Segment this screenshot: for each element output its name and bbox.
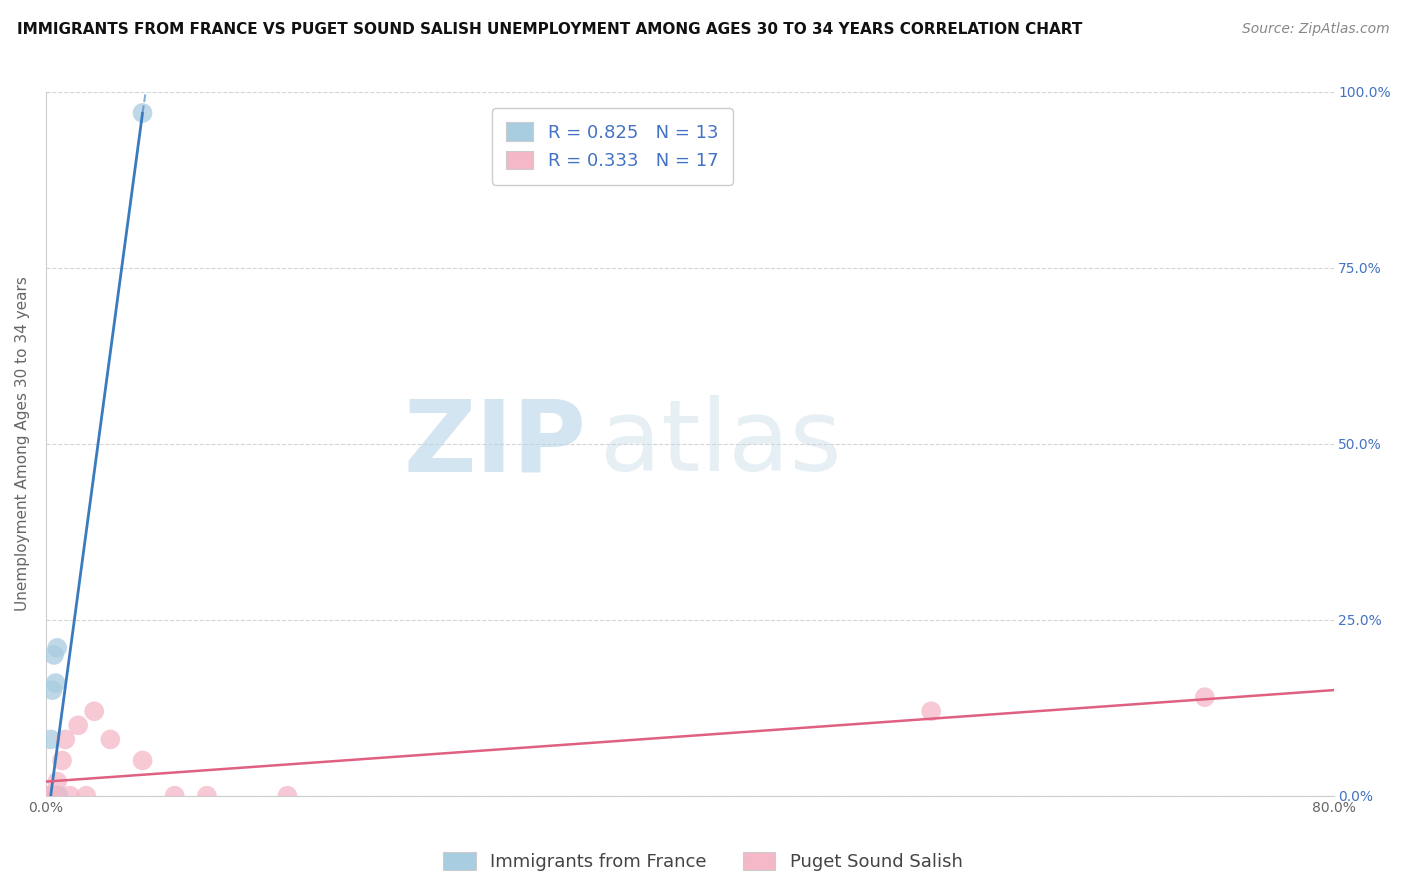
Point: [39, 732, 62, 747]
Legend: R = 0.825   N = 13, R = 0.333   N = 17: R = 0.825 N = 13, R = 0.333 N = 17: [492, 108, 733, 185]
Point: [131, 106, 153, 120]
Point: [39, 789, 62, 803]
Point: [42, 789, 65, 803]
Text: ZIP: ZIP: [404, 395, 586, 492]
Point: [46, 789, 69, 803]
Point: [38, 789, 60, 803]
Point: [75, 789, 97, 803]
Point: [163, 789, 186, 803]
Point: [42, 648, 65, 662]
Point: [1194, 690, 1216, 705]
Point: [131, 754, 153, 768]
Point: [41, 683, 63, 698]
Point: [67, 718, 90, 732]
Point: [46, 640, 69, 655]
Point: [920, 704, 942, 718]
Point: [46, 774, 69, 789]
Point: [45, 789, 67, 803]
Point: [83, 704, 105, 718]
Legend: Immigrants from France, Puget Sound Salish: Immigrants from France, Puget Sound Sali…: [436, 845, 970, 879]
Point: [48, 789, 70, 803]
Point: [98, 732, 121, 747]
Point: [45, 676, 67, 690]
Point: [195, 789, 218, 803]
Point: [42, 789, 65, 803]
Point: [38, 789, 60, 803]
Point: [53, 732, 76, 747]
Text: IMMIGRANTS FROM FRANCE VS PUGET SOUND SALISH UNEMPLOYMENT AMONG AGES 30 TO 34 YE: IMMIGRANTS FROM FRANCE VS PUGET SOUND SA…: [17, 22, 1083, 37]
Point: [51, 754, 73, 768]
Point: [41, 789, 63, 803]
Text: Source: ZipAtlas.com: Source: ZipAtlas.com: [1241, 22, 1389, 37]
Y-axis label: Unemployment Among Ages 30 to 34 years: Unemployment Among Ages 30 to 34 years: [15, 277, 30, 611]
Point: [276, 789, 298, 803]
Point: [59, 789, 82, 803]
Text: atlas: atlas: [599, 395, 841, 492]
Point: [39, 789, 62, 803]
